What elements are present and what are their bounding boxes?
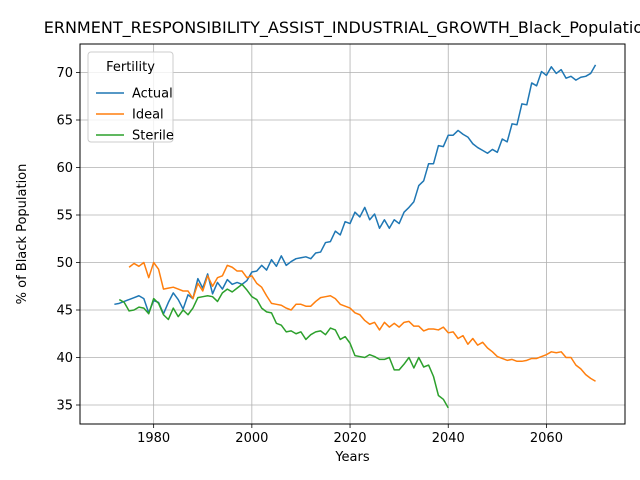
legend-label-sterile: Sterile bbox=[132, 129, 174, 144]
y-tick-label: 60 bbox=[56, 161, 73, 176]
y-axis-ticks: 35 40 45 50 55 60 65 70 bbox=[56, 66, 80, 414]
x-tick-label: 1980 bbox=[137, 431, 170, 446]
x-tick-label: 2040 bbox=[432, 431, 465, 446]
y-tick-label: 55 bbox=[56, 209, 73, 224]
series-line-sterile bbox=[118, 283, 449, 409]
legend-label-ideal: Ideal bbox=[132, 108, 164, 123]
x-axis-label: Years bbox=[334, 450, 370, 465]
x-tick-label: 2020 bbox=[333, 431, 366, 446]
plot-frame bbox=[79, 43, 626, 425]
y-tick-label: 35 bbox=[56, 399, 73, 414]
y-tick-label: 65 bbox=[56, 114, 73, 129]
chart-title: ERNMENT_RESPONSIBILITY_ASSIST_INDUSTRIAL… bbox=[44, 18, 640, 38]
y-tick-label: 70 bbox=[56, 66, 73, 81]
legend-label-actual: Actual bbox=[132, 87, 173, 102]
series-line-ideal bbox=[128, 261, 596, 382]
legend-box bbox=[87, 51, 174, 143]
y-tick-label: 45 bbox=[56, 304, 73, 319]
legend-title: Fertility bbox=[106, 60, 155, 75]
y-tick-label: 40 bbox=[56, 351, 73, 366]
series-group bbox=[114, 64, 597, 409]
legend: Fertility Actual Ideal Sterile bbox=[87, 51, 174, 144]
x-tick-label: 2000 bbox=[235, 431, 268, 446]
x-tick-label: 2060 bbox=[530, 431, 563, 446]
y-tick-label: 50 bbox=[56, 256, 73, 271]
x-axis-ticks: 1980 2000 2020 2040 2060 bbox=[137, 424, 563, 446]
y-axis-label: % of Black Population bbox=[15, 164, 30, 305]
